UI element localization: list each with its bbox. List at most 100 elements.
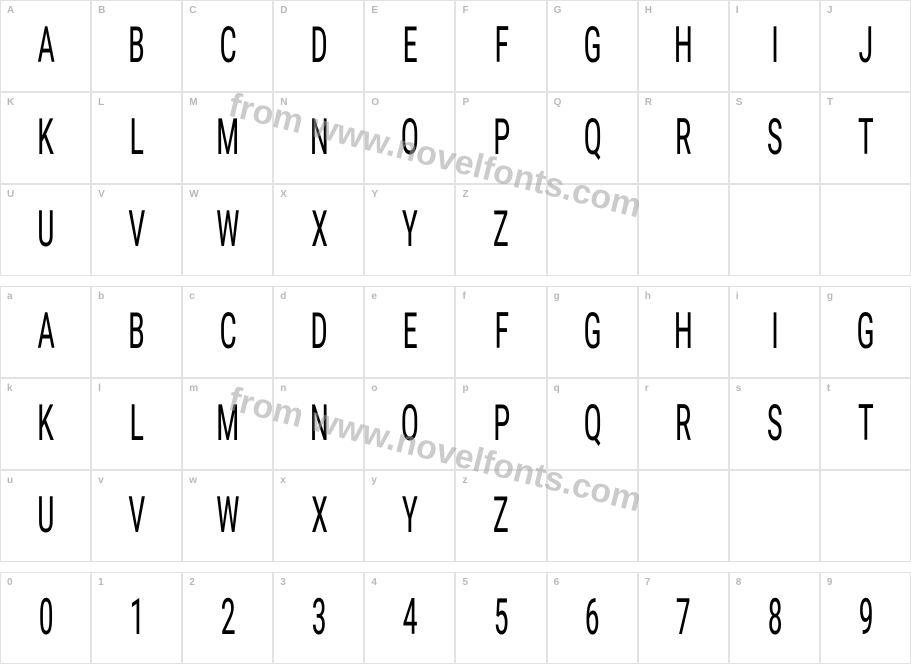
glyph-cell: VV: [91, 184, 182, 276]
glyph-cell: dD: [273, 286, 364, 378]
cell-label: z: [462, 475, 467, 486]
cell-label: R: [645, 97, 652, 108]
glyph-cell: [729, 470, 820, 562]
glyph-cell: nN: [273, 378, 364, 470]
cell-glyph: N: [310, 399, 329, 449]
glyph-cell: zZ: [455, 470, 546, 562]
glyph-cell: [820, 184, 911, 276]
cell-glyph: I: [771, 307, 778, 357]
glyph-cell: NN: [273, 92, 364, 184]
glyph-cell: YY: [364, 184, 455, 276]
glyph-cell: wW: [182, 470, 273, 562]
cell-glyph: W: [216, 205, 239, 255]
cell-label: c: [189, 291, 195, 302]
cell-label: U: [7, 189, 14, 200]
glyph-cell: AA: [0, 0, 91, 92]
cell-glyph: F: [494, 307, 508, 357]
glyph-cell: vV: [91, 470, 182, 562]
cell-label: S: [736, 97, 743, 108]
glyph-cell: [729, 184, 820, 276]
glyph-cell: 66: [547, 572, 638, 664]
cell-label: w: [189, 475, 197, 486]
cell-label: 7: [645, 577, 651, 588]
glyph-cell: 00: [0, 572, 91, 664]
cell-label: P: [462, 97, 469, 108]
cell-label: K: [7, 97, 14, 108]
cell-glyph: A: [37, 21, 54, 71]
glyph-cell: tT: [820, 378, 911, 470]
cell-glyph: L: [130, 113, 144, 163]
cell-glyph: 9: [858, 593, 873, 643]
cell-label: h: [645, 291, 651, 302]
cell-glyph: P: [493, 113, 510, 163]
cell-label: E: [371, 5, 378, 16]
glyph-cell: [820, 470, 911, 562]
cell-label: V: [98, 189, 105, 200]
cell-label: D: [280, 5, 287, 16]
cell-glyph: J: [858, 21, 872, 71]
glyph-cell: WW: [182, 184, 273, 276]
glyph-cell: bB: [91, 286, 182, 378]
cell-label: Y: [371, 189, 378, 200]
cell-label: 6: [554, 577, 560, 588]
cell-label: X: [280, 189, 287, 200]
cell-label: B: [98, 5, 105, 16]
cell-label: W: [189, 189, 198, 200]
cell-label: g: [554, 291, 560, 302]
section-gap: [0, 276, 911, 286]
glyph-cell: sS: [729, 378, 820, 470]
cell-glyph: Q: [583, 113, 601, 163]
cell-label: a: [7, 291, 13, 302]
glyph-cell: oO: [364, 378, 455, 470]
cell-glyph: D: [310, 307, 327, 357]
cell-label: x: [280, 475, 286, 486]
cell-glyph: E: [403, 21, 418, 71]
cell-label: p: [462, 383, 468, 394]
glyph-cell: 33: [273, 572, 364, 664]
cell-label: 5: [462, 577, 468, 588]
cell-glyph: R: [675, 399, 691, 449]
cell-glyph: X: [311, 205, 327, 255]
cell-label: 3: [280, 577, 286, 588]
cell-glyph: 0: [38, 593, 53, 643]
cell-label: T: [827, 97, 833, 108]
cell-label: i: [736, 291, 739, 302]
cell-glyph: O: [401, 399, 419, 449]
glyph-cell: iI: [729, 286, 820, 378]
cell-glyph: T: [858, 399, 874, 449]
glyph-cell: HH: [638, 0, 729, 92]
glyph-cell: lL: [91, 378, 182, 470]
cell-label: g: [827, 291, 833, 302]
cell-glyph: N: [310, 113, 329, 163]
cell-glyph: K: [37, 113, 53, 163]
cell-label: 9: [827, 577, 833, 588]
glyph-cell: XX: [273, 184, 364, 276]
cell-glyph: A: [37, 307, 54, 357]
cell-glyph: B: [128, 21, 144, 71]
cell-glyph: M: [216, 113, 239, 163]
glyph-cell: JJ: [820, 0, 911, 92]
cell-label: e: [371, 291, 377, 302]
cell-label: 2: [189, 577, 195, 588]
glyph-cell: 88: [729, 572, 820, 664]
cell-glyph: O: [401, 113, 419, 163]
cell-label: t: [827, 383, 830, 394]
glyph-cell: EE: [364, 0, 455, 92]
cell-glyph: G: [583, 21, 601, 71]
cell-glyph: P: [493, 399, 510, 449]
cell-label: O: [371, 97, 379, 108]
cell-label: y: [371, 475, 377, 486]
cell-label: N: [280, 97, 287, 108]
glyph-cell: eE: [364, 286, 455, 378]
glyph-cell: RR: [638, 92, 729, 184]
glyph-cell: MM: [182, 92, 273, 184]
glyph-cell: [638, 184, 729, 276]
cell-glyph: X: [311, 491, 327, 541]
glyph-cell: OO: [364, 92, 455, 184]
glyph-cell: pP: [455, 378, 546, 470]
cell-glyph: 6: [585, 593, 600, 643]
cell-glyph: G: [583, 307, 601, 357]
cell-glyph: 2: [220, 593, 235, 643]
glyph-cell: gG: [820, 286, 911, 378]
glyph-cell: mM: [182, 378, 273, 470]
